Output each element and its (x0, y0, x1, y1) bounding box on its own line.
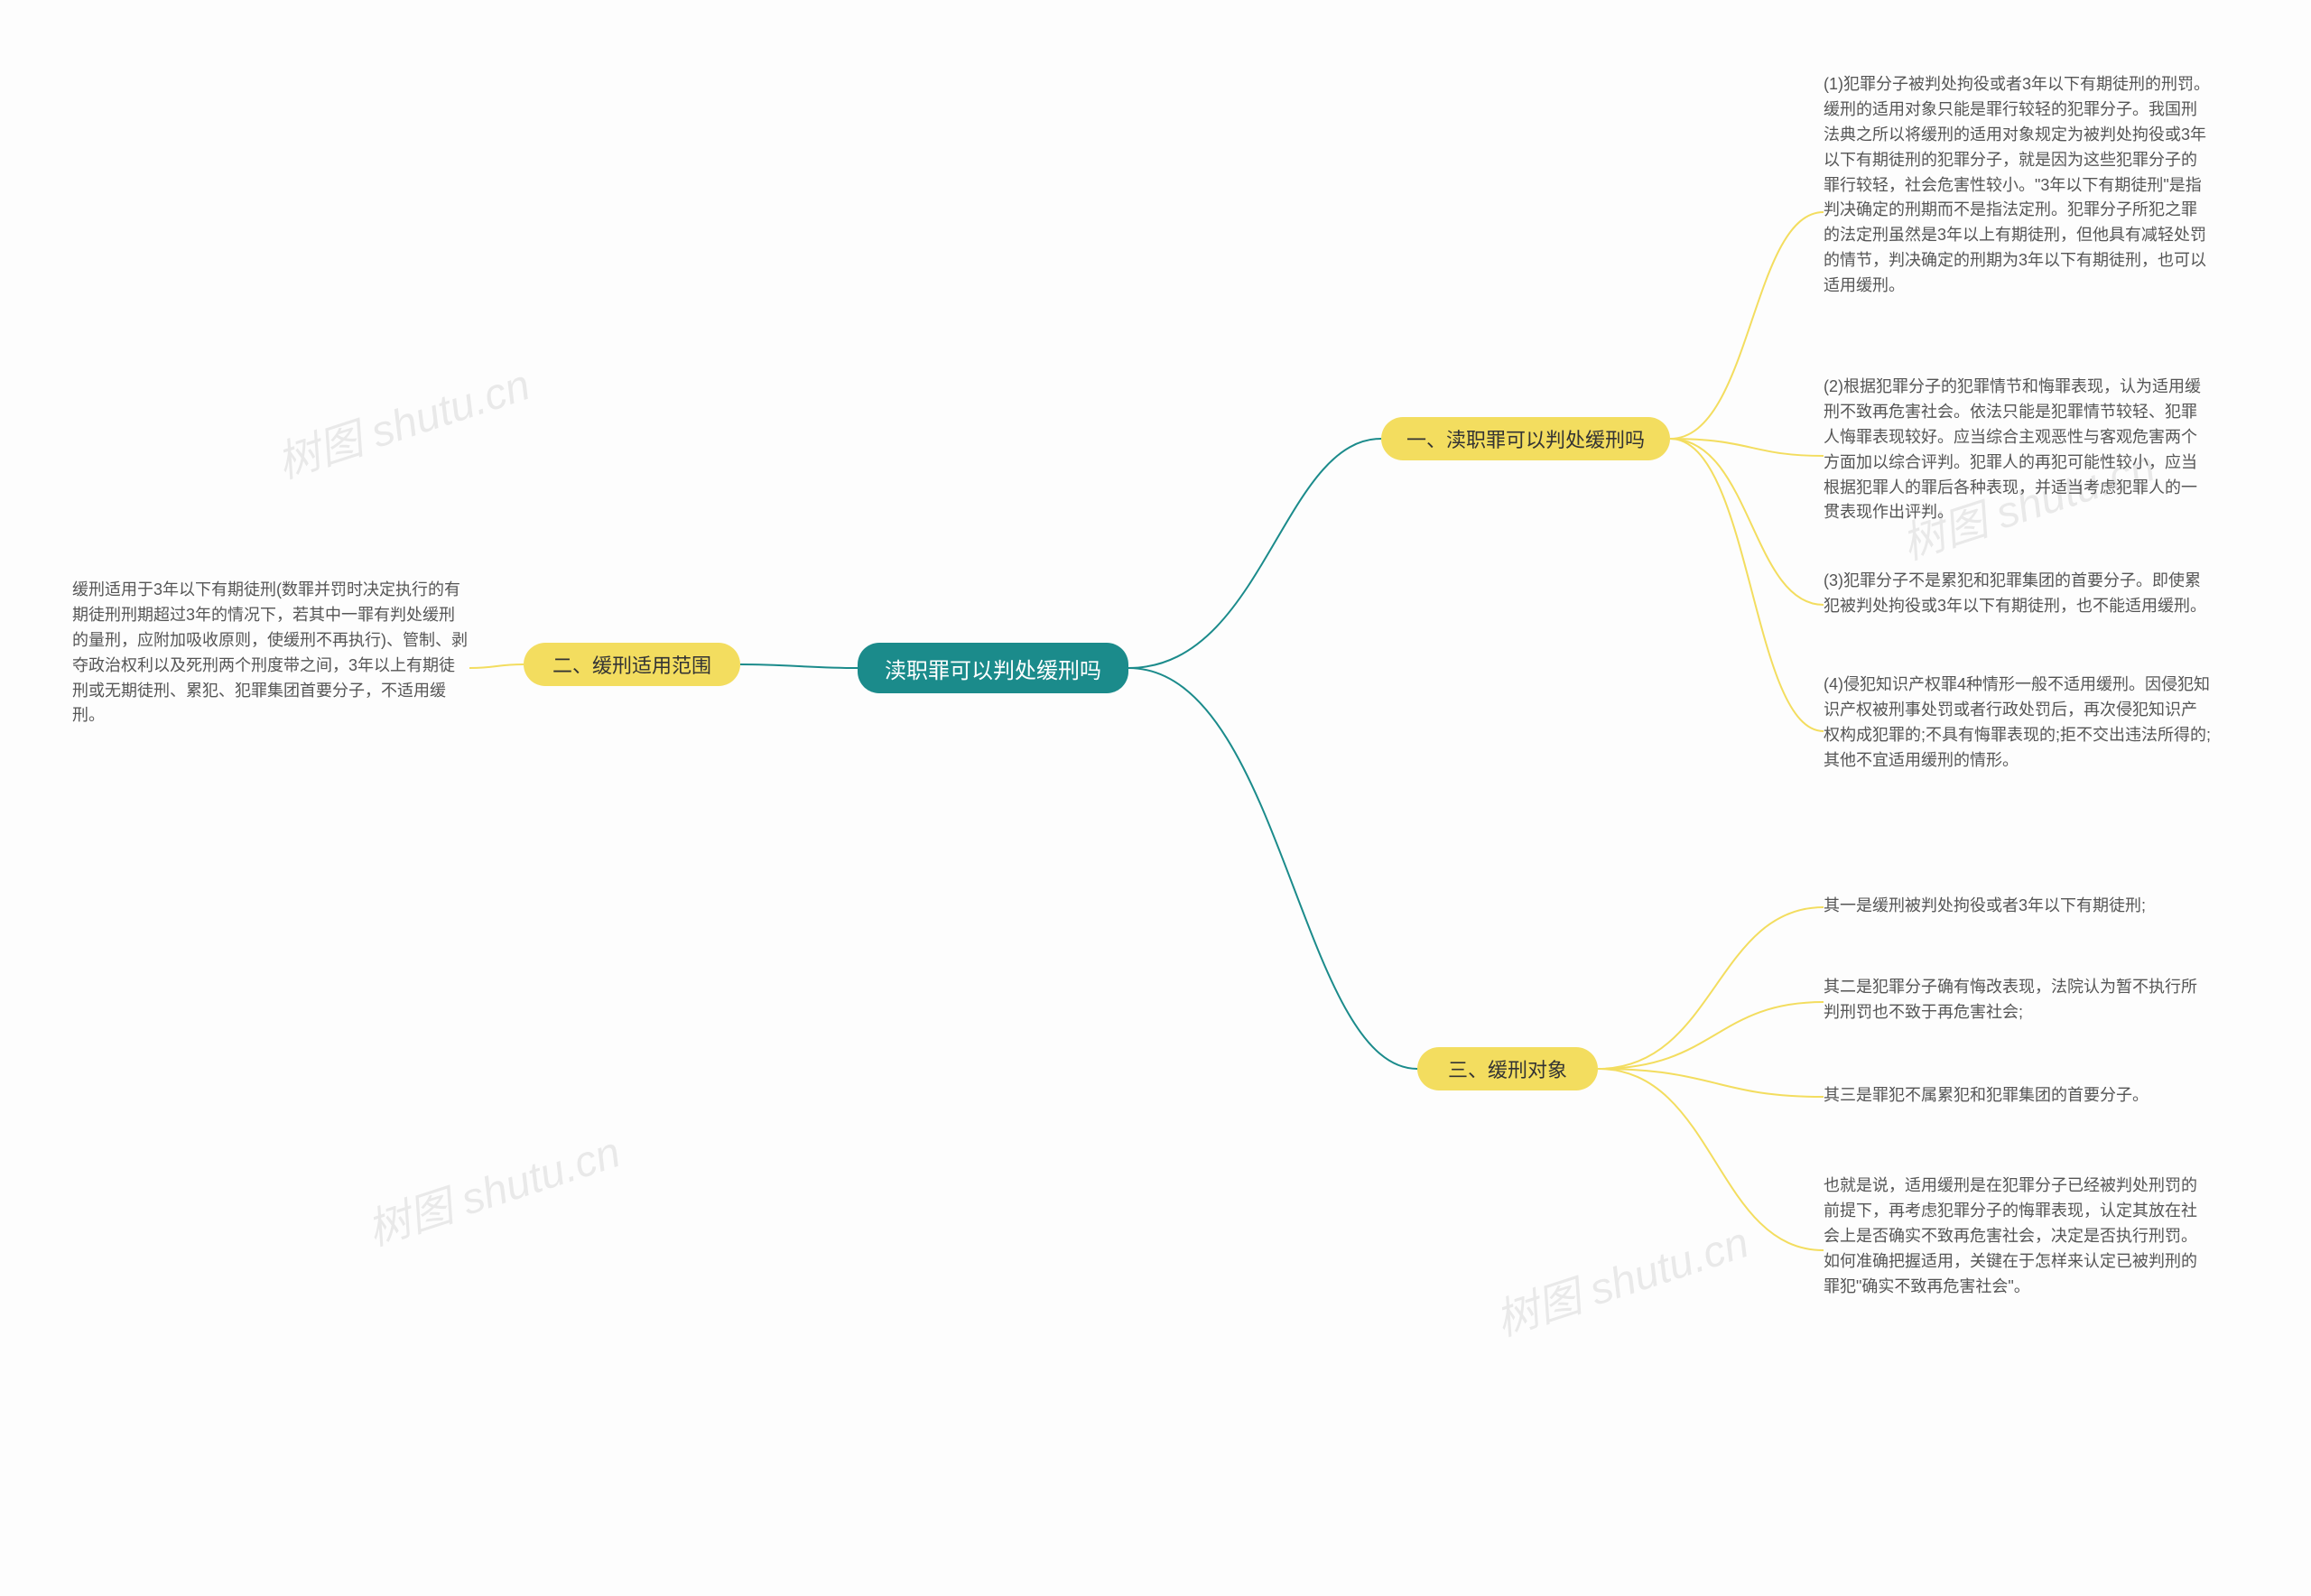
branch-one: 一、渎职罪可以判处缓刑吗 (1381, 417, 1670, 460)
branch-three: 三、缓刑对象 (1417, 1047, 1598, 1090)
leaf-b1-item1: (1)犯罪分子被判处拘役或者3年以下有期徒刑的刑罚。缓刑的适用对象只能是罪行较轻… (1824, 72, 2212, 299)
leaf-b3-item1: 其一是缓刑被判处拘役或者3年以下有期徒刑; (1824, 894, 2212, 919)
conn-b3-l3a (1598, 907, 1824, 1069)
watermark: 树图 shutu.cn (357, 1117, 626, 1257)
leaf-b3-item4: 也就是说，适用缓刑是在犯罪分子已经被判处刑罚的前提下，再考虑犯罪分子的悔罪表现，… (1824, 1174, 2212, 1299)
conn-b3-l3b (1598, 1002, 1824, 1069)
conn-b3-l3d (1598, 1069, 1824, 1250)
conn-b1-l1c (1670, 439, 1824, 605)
leaf-b1-item2: (2)根据犯罪分子的犯罪情节和悔罪表现，认为适用缓刑不致再危害社会。依法只能是犯… (1824, 375, 2212, 525)
leaf-b1-item3: (3)犯罪分子不是累犯和犯罪集团的首要分子。即使累犯被判处拘役或3年以下有期徒刑… (1824, 569, 2212, 619)
conn-b2-l2a (469, 664, 524, 668)
conn-b1-l1a (1670, 212, 1824, 439)
leaf-b2-item1: 缓刑适用于3年以下有期徒刑(数罪并罚时决定执行的有期徒刑刑期超过3年的情况下，若… (72, 578, 469, 728)
leaf-b3-item3: 其三是罪犯不属累犯和犯罪集团的首要分子。 (1824, 1083, 2212, 1109)
root-node: 渎职罪可以判处缓刑吗 (858, 643, 1128, 693)
conn-root-b1 (1128, 439, 1381, 668)
leaf-b1-item4: (4)侵犯知识产权罪4种情形一般不适用缓刑。因侵犯知识产权被刑事处罚或者行政处罚… (1824, 673, 2212, 774)
watermark: 树图 shutu.cn (1486, 1207, 1755, 1348)
branch-two: 二、缓刑适用范围 (524, 643, 740, 686)
conn-b1-l1d (1670, 439, 1824, 731)
conn-root-b3 (1128, 668, 1417, 1069)
leaf-b3-item2: 其二是犯罪分子确有悔改表现，法院认为暂不执行所判刑罚也不致于再危害社会; (1824, 975, 2212, 1025)
watermark: 树图 shutu.cn (267, 349, 536, 490)
conn-b1-l1b (1670, 439, 1824, 456)
conn-root-b2 (740, 664, 858, 668)
conn-b3-l3c (1598, 1069, 1824, 1097)
